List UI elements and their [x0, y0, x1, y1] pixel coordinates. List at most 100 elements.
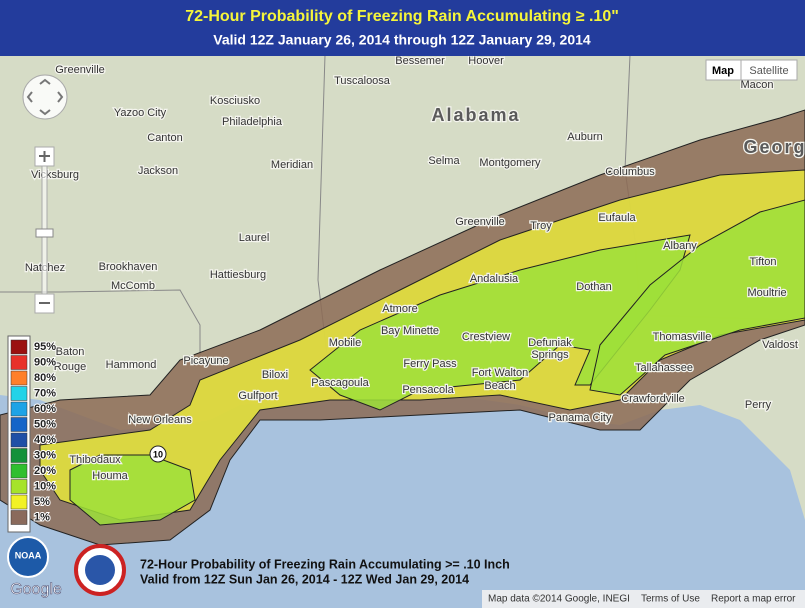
place-label: Jackson	[138, 165, 178, 177]
legend-label: 90%	[34, 356, 56, 368]
place-label: Biloxi	[262, 369, 288, 381]
places: Greenville Yazoo City Kosciusko Philadelphi…	[24, 54, 805, 484]
legend-swatch	[10, 463, 28, 479]
band-10pct	[69, 454, 196, 526]
legend-swatch	[10, 417, 28, 432]
legend-label: 70%	[34, 387, 56, 399]
legend-label: 30%	[34, 449, 56, 461]
place-label: Hoover	[468, 55, 504, 67]
place-label: Eufaula	[598, 212, 636, 224]
legend-label: 40%	[34, 434, 56, 446]
legend-swatch	[10, 355, 28, 370]
place-label: Auburn	[567, 131, 602, 143]
place-label: Selma	[428, 155, 460, 167]
legend-label: 60%	[34, 403, 56, 415]
place-label: Laurel	[239, 232, 270, 244]
place-label: Baton	[56, 346, 85, 358]
legend-label: 20%	[34, 465, 56, 477]
place-label: Atmore	[382, 303, 417, 315]
place-label: Greenville	[55, 64, 105, 76]
map-button-label[interactable]: Map	[712, 65, 734, 77]
legend: 95% 90% 80% 70% 60% 50% 40% 30% 20% 10% 5% 1%	[7, 335, 57, 533]
place-label: Gulfport	[238, 390, 277, 402]
place-label: Valdost	[762, 339, 798, 351]
place-label: Hattiesburg	[210, 269, 266, 281]
report-link[interactable]: Report a map error	[711, 594, 796, 605]
place-label: Ferry Pass	[403, 358, 457, 370]
place-label: Mobile	[329, 337, 361, 349]
place-label: Canton	[147, 132, 182, 144]
band-10pct	[589, 199, 805, 396]
place-label: Rouge	[54, 361, 86, 373]
satellite-button-label[interactable]: Satellite	[749, 65, 788, 77]
place-label: Springs	[531, 349, 569, 361]
noaa-text: NOAA	[15, 550, 42, 560]
place-label: McComb	[111, 280, 155, 292]
legend-label: 1%	[34, 511, 50, 523]
place-label: Moultrie	[747, 287, 786, 299]
place-label: Crestview	[462, 331, 510, 343]
place-label: Tuscaloosa	[334, 75, 391, 87]
caption-line: Valid from 12Z Sun Jan 26, 2014 - 12Z We…	[140, 572, 469, 586]
place-label: Philadelphia	[222, 116, 283, 128]
place-label: Pascagoula	[311, 377, 369, 389]
place-label: Kosciusko	[210, 95, 260, 107]
place-label: Meridian	[271, 159, 313, 171]
legend-label: 95%	[34, 341, 56, 353]
legend-label: 80%	[34, 372, 56, 384]
noaa-logo	[7, 536, 49, 578]
place-label: Vicksburg	[31, 169, 79, 181]
place-label: Beach	[484, 380, 515, 392]
state-border	[0, 289, 201, 355]
place-label: Tifton	[749, 256, 776, 268]
place-label: Brookhaven	[99, 261, 158, 273]
google-logo: Google	[10, 581, 62, 598]
place-label: Panama City	[549, 412, 612, 424]
caption-line: 72-Hour Probability of Freezing Rain Acc…	[140, 557, 510, 571]
satellite-button[interactable]	[740, 59, 798, 81]
place-label: Defuniak	[528, 337, 572, 349]
legend-swatch	[10, 339, 28, 355]
place-label: Georg	[743, 137, 805, 157]
place-label: Macon	[740, 79, 773, 91]
legend-swatch	[10, 510, 28, 525]
place-label: Greenville	[455, 216, 505, 228]
title: 72-Hour Probability of Freezing Rain Acc…	[185, 8, 619, 25]
legend-swatch	[10, 401, 28, 417]
nws-logo-inner	[85, 555, 115, 585]
pan-control[interactable]	[22, 74, 68, 120]
legend-swatch	[10, 448, 28, 463]
place-label: Dothan	[576, 281, 611, 293]
zoom-control[interactable]	[34, 146, 55, 314]
place-label: Tallahassee	[635, 362, 693, 374]
place-label: Montgomery	[479, 157, 541, 169]
place-label: Perry	[745, 399, 772, 411]
place-label: Picayune	[183, 355, 228, 367]
place-label: Bay Minette	[381, 325, 439, 337]
place-label: Fort Walton	[472, 367, 528, 379]
header	[0, 0, 805, 56]
legend-swatch	[10, 386, 28, 401]
legend-swatch	[10, 494, 28, 510]
route-number: 10	[153, 449, 163, 459]
place-label: Andalusia	[470, 273, 519, 285]
route-shield	[149, 445, 167, 463]
place-label: Thibodaux	[69, 454, 121, 466]
place-label: Houma	[92, 470, 128, 482]
place-label: Crawfordville	[621, 393, 685, 405]
terms-link[interactable]: Terms of Use	[641, 594, 700, 605]
place-label: Troy	[530, 220, 552, 232]
subtitle: Valid 12Z January 26, 2014 through 12Z J…	[213, 32, 591, 48]
legend-swatch	[10, 370, 28, 386]
place-label: Hammond	[106, 359, 157, 371]
legend-label: 50%	[34, 418, 56, 430]
legend-label: 5%	[34, 496, 50, 508]
legend-swatch	[10, 432, 28, 448]
legend-swatch	[10, 479, 28, 494]
attribution: Map data ©2014 Google, INEGI	[488, 594, 630, 605]
place-label: Alabama	[431, 105, 520, 125]
place-label: Pensacola	[402, 384, 454, 396]
footer-bar	[482, 590, 805, 608]
